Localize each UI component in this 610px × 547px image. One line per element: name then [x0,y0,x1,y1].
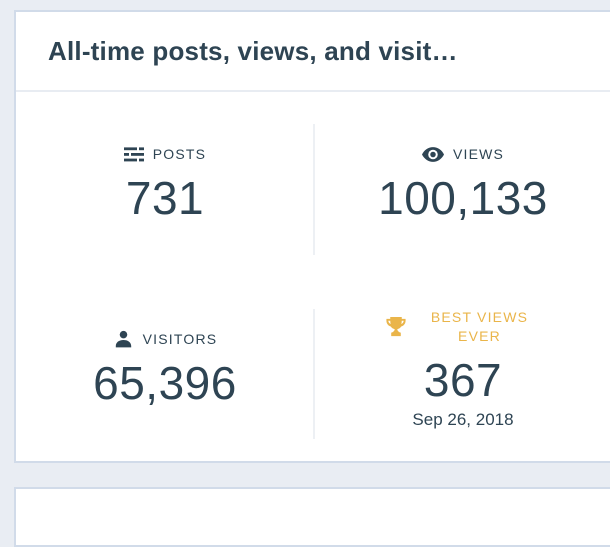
posts-icon [123,147,144,162]
stat-visitors-label: VISITORS [113,329,218,350]
stat-views-value: 100,133 [378,171,548,224]
stat-best-views-value: 367 [423,354,503,407]
page: { "card": { "title": "All-time posts, vi… [0,10,610,547]
trophy-icon [384,316,408,339]
stat-best-views-label-text: BEST VIEWS EVER [430,308,529,345]
stat-posts-value: 731 [125,171,205,224]
card-title: All-time posts, views, and visit… [48,35,458,66]
stat-posts: POSTS 731 [16,92,314,277]
stat-visitors-label-text: VISITORS [142,330,218,347]
column-divider [313,124,315,255]
card-header: All-time posts, views, and visit… [16,12,610,92]
stat-best-views-label: BEST VIEWS EVER [384,308,542,347]
stats-grid: POSTS 731 VIEWS 100,133 [16,92,610,461]
all-time-stats-card: All-time posts, views, and visit… POSTS … [14,10,610,463]
stat-views-label: VIEWS [421,145,505,165]
stat-visitors: VISITORS 65,396 [16,277,314,462]
stat-views-label-text: VIEWS [452,146,505,163]
stat-row-top: POSTS 731 VIEWS 100,133 [16,92,610,277]
next-card-partial [14,487,610,547]
column-divider [313,308,315,439]
stat-posts-label-text: POSTS [152,146,207,163]
stat-best-views-date: Sep 26, 2018 [412,409,514,429]
stat-posts-label: POSTS [123,145,207,165]
stat-row-bottom: VISITORS 65,396 BEST VIEWS EVER 367 Sep … [16,277,610,462]
user-icon [113,329,134,350]
stat-best-views-ever: BEST VIEWS EVER 367 Sep 26, 2018 [314,277,610,462]
stat-visitors-value: 65,396 [93,356,237,409]
stat-views: VIEWS 100,133 [314,92,610,277]
eye-icon [421,147,444,163]
